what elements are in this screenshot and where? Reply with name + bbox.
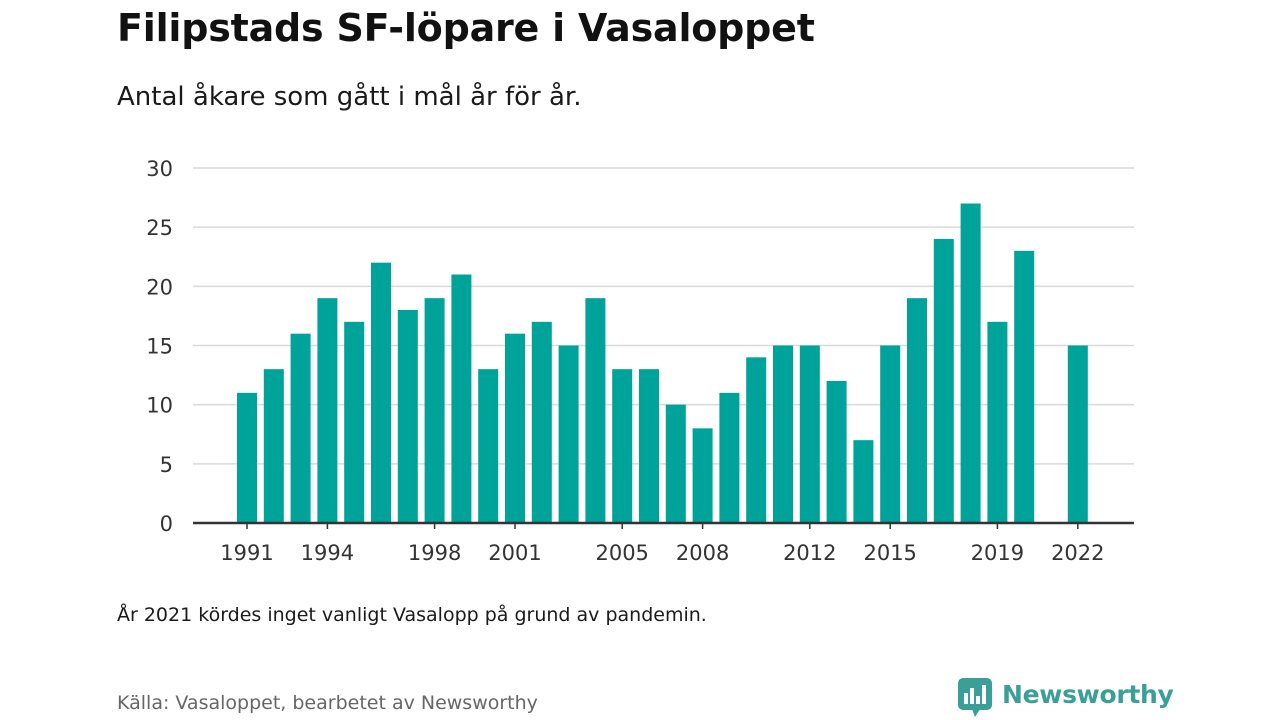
bar [237,392,257,523]
bar [639,369,659,523]
chart-subtitle: Antal åkare som gått i mål år för år. [117,82,582,112]
bar [397,310,418,523]
bar [1067,345,1088,523]
bar [451,274,472,523]
bar [907,298,927,523]
bar [853,440,874,523]
bar [505,333,525,523]
bar [799,345,820,523]
bar [317,298,338,523]
x-tick-label: 2022 [1051,541,1104,565]
newsworthy-logo: Newsworthy [958,678,1174,720]
chart-note: År 2021 kördes inget vanligt Vasalopp på… [117,604,707,626]
bar [290,333,311,523]
x-tick-label: 2001 [488,541,541,565]
bar [424,298,445,523]
y-tick-label: 25 [146,216,173,240]
y-tick-label: 5 [160,453,173,477]
bar [880,345,901,523]
bar [263,369,284,523]
x-tick-label: 2019 [971,541,1024,565]
x-tick-label: 2005 [595,541,648,565]
y-tick-label: 0 [160,512,173,536]
y-tick-label: 10 [146,394,173,418]
x-tick-label: 1998 [408,541,461,565]
chart-title: Filipstads SF-löpare i Vasaloppet [117,6,815,50]
bar [692,428,713,523]
y-tick-label: 15 [146,335,173,359]
x-tick-label: 2008 [676,541,729,565]
bar [344,321,365,523]
x-tick-label: 1991 [220,541,273,565]
bar [558,345,579,523]
bar [531,321,552,523]
bar [987,321,1008,523]
bar [1014,250,1035,524]
bar [826,381,847,523]
y-tick-label: 20 [146,275,173,299]
x-tick-label: 2015 [863,541,916,565]
bar [746,357,767,523]
brand-name: Newsworthy [1002,680,1174,709]
newsworthy-logo-icon [958,678,992,717]
bar [478,369,499,523]
bar [612,369,633,523]
bar [933,239,954,523]
bar [719,392,740,523]
bar [371,262,391,523]
bar [773,345,793,523]
y-tick-label: 30 [146,157,173,181]
bar [585,298,606,523]
x-tick-label: 1994 [301,541,354,565]
bar [960,203,981,523]
bar [665,404,686,523]
x-tick-label: 2012 [783,541,836,565]
source-text: Källa: Vasaloppet, bearbetet av Newswort… [117,692,538,714]
